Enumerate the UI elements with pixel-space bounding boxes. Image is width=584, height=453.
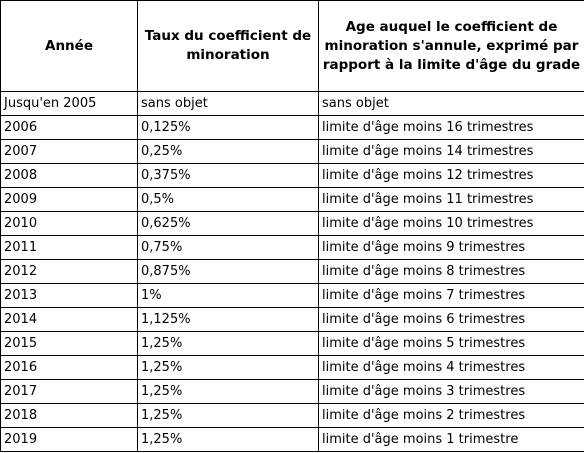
table-row: 2009 0,5% limite d'âge moins 11 trimestres <box>0 187 584 212</box>
table-cell: 2010 <box>0 211 138 236</box>
table-cell: 1,125% <box>137 307 319 332</box>
table-cell: limite d'âge moins 2 trimestres <box>318 403 584 428</box>
table-cell: sans objet <box>318 91 584 116</box>
table-cell: 2008 <box>0 163 138 188</box>
header-row: Année Taux du coefficient de minoration … <box>0 0 584 92</box>
table-cell: limite d'âge moins 8 trimestres <box>318 259 584 284</box>
table-cell: 0,125% <box>137 115 319 140</box>
table-row: 2006 0,125% limite d'âge moins 16 trimestr… <box>0 115 584 140</box>
table-cell: limite d'âge moins 11 trimestres <box>318 187 584 212</box>
table-cell: limite d'âge moins 9 trimestres <box>318 235 584 260</box>
table-row: 2011 0,75% limite d'âge moins 9 trimestres <box>0 235 584 260</box>
table-cell: 2018 <box>0 403 138 428</box>
table-cell: 2014 <box>0 307 138 332</box>
table-cell: 0,5% <box>137 187 319 212</box>
table-cell: 2011 <box>0 235 138 260</box>
table-cell: 0,875% <box>137 259 319 284</box>
table-cell: 1,25% <box>137 427 319 452</box>
table-cell: 1,25% <box>137 379 319 404</box>
table-cell: 0,625% <box>137 211 319 236</box>
table-cell: limite d'âge moins 1 trimestre <box>318 427 584 452</box>
table-cell: 0,375% <box>137 163 319 188</box>
table-row: 2007 0,25% limite d'âge moins 14 trimestre… <box>0 139 584 164</box>
table-cell: limite d'âge moins 3 trimestres <box>318 379 584 404</box>
table-cell: limite d'âge moins 5 trimestres <box>318 331 584 356</box>
table-cell: 0,25% <box>137 139 319 164</box>
table-cell: 2007 <box>0 139 138 164</box>
table-cell: 2009 <box>0 187 138 212</box>
table-cell: limite d'âge moins 6 trimestres <box>318 307 584 332</box>
table-cell: 0,75% <box>137 235 319 260</box>
table-cell: 2013 <box>0 283 138 308</box>
table-cell: 1,25% <box>137 403 319 428</box>
table-row: 2008 0,375% limite d'âge moins 12 trimestr… <box>0 163 584 188</box>
table-row: Jusqu'en 2005 sans objet sans objet <box>0 91 584 116</box>
table-cell: limite d'âge moins 4 trimestres <box>318 355 584 380</box>
table-cell: sans objet <box>137 91 319 116</box>
table-cell: 2016 <box>0 355 138 380</box>
header-cell: Année <box>0 0 138 92</box>
table-cell: 1,25% <box>137 331 319 356</box>
header-cell: Taux du coefficient de minoration <box>137 0 319 92</box>
table-cell: limite d'âge moins 10 trimestres <box>318 211 584 236</box>
table-cell: limite d'âge moins 14 trimestres <box>318 139 584 164</box>
table-row: 2013 1% limite d'âge moins 7 trimestres <box>0 283 584 308</box>
table-row: 2017 1,25% limite d'âge moins 3 trimestres <box>0 379 584 404</box>
table-cell: 2015 <box>0 331 138 356</box>
table-row: 2014 1,125% limite d'âge moins 6 trimestre… <box>0 307 584 332</box>
table-cell: limite d'âge moins 7 trimestres <box>318 283 584 308</box>
header-cell: Age auquel le coefficient de minoration … <box>318 0 584 92</box>
table-cell: limite d'âge moins 12 trimestres <box>318 163 584 188</box>
table-body: Jusqu'en 2005 sans objet sans objet 2006 0,1… <box>0 91 584 452</box>
table-cell: 2019 <box>0 427 138 452</box>
table-row: 2016 1,25% limite d'âge moins 4 trimestres <box>0 355 584 380</box>
table-row: 2010 0,625% limite d'âge moins 10 trimestr… <box>0 211 584 236</box>
table-row: 2018 1,25% limite d'âge moins 2 trimestres <box>0 403 584 428</box>
table-cell: 1,25% <box>137 355 319 380</box>
table-row: 2019 1,25% limite d'âge moins 1 trimestre <box>0 427 584 452</box>
table-cell: 2006 <box>0 115 138 140</box>
table-cell: limite d'âge moins 16 trimestres <box>318 115 584 140</box>
table-cell: 1% <box>137 283 319 308</box>
table-cell: 2012 <box>0 259 138 284</box>
table-row: 2012 0,875% limite d'âge moins 8 trimestre… <box>0 259 584 284</box>
table-row: 2015 1,25% limite d'âge moins 5 trimestres <box>0 331 584 356</box>
table-cell: 2017 <box>0 379 138 404</box>
table-cell: Jusqu'en 2005 <box>0 91 138 116</box>
